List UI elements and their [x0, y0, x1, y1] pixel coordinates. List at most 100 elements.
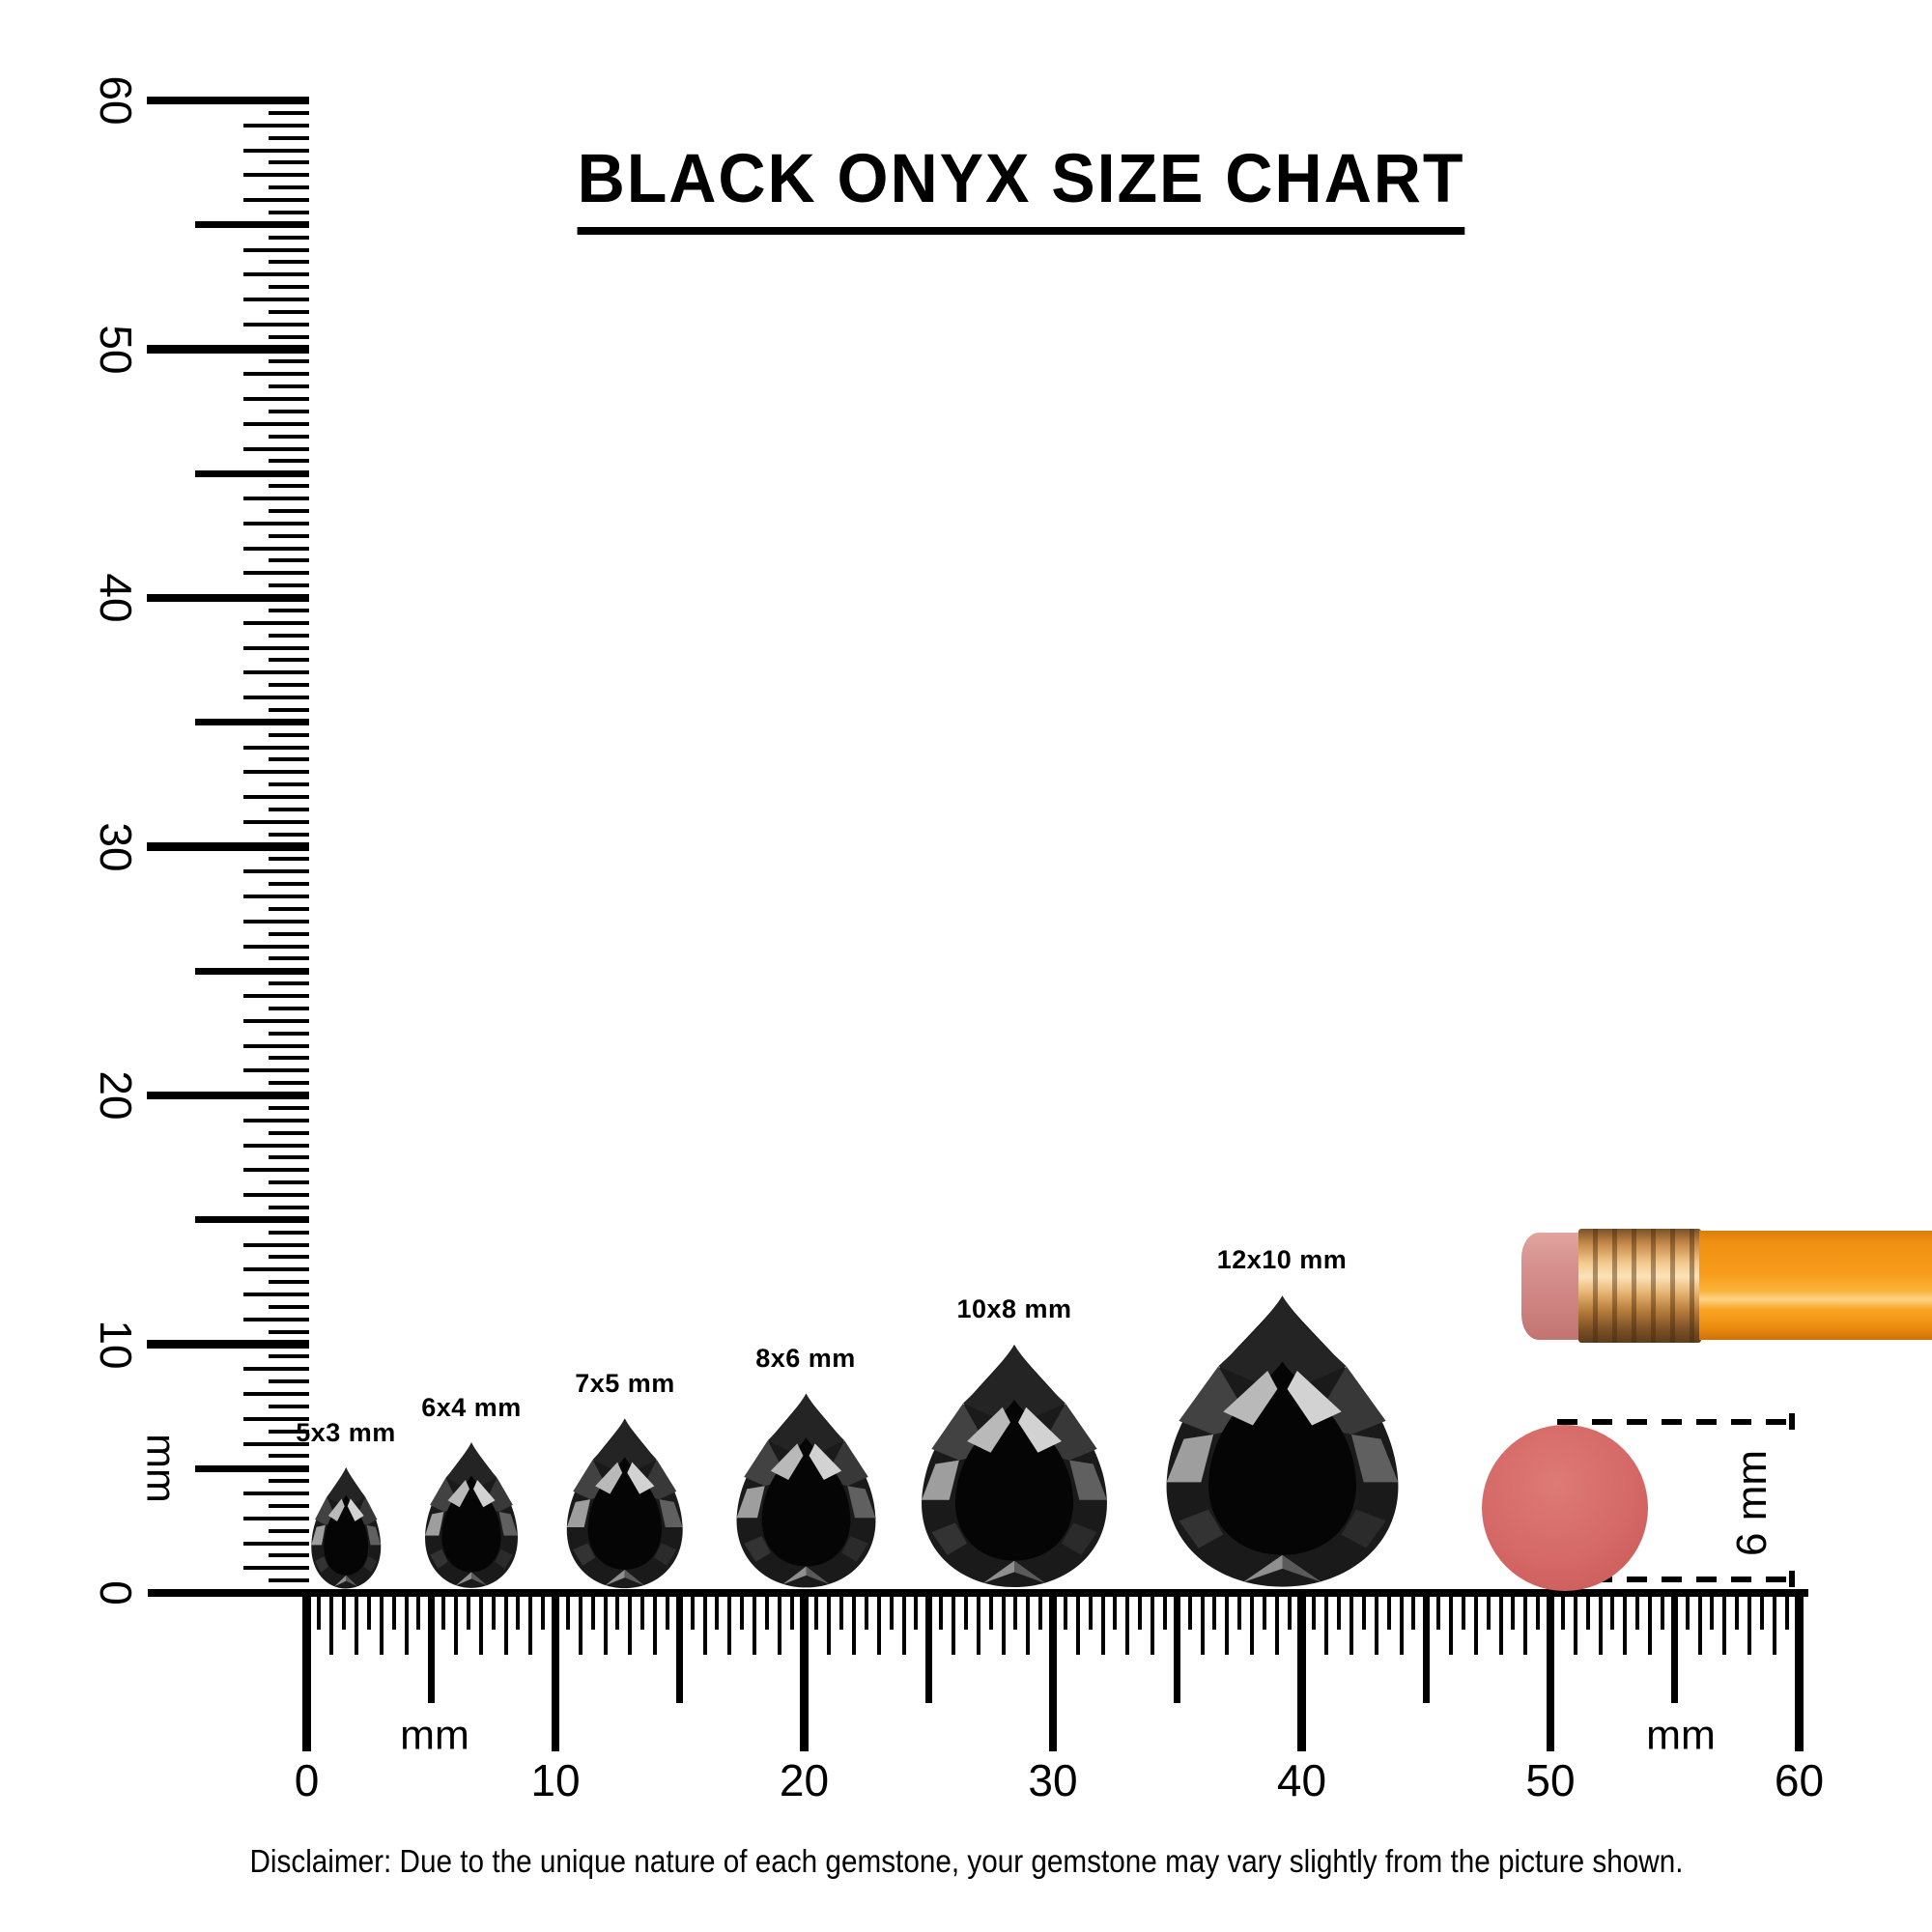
vertical-ruler-tick: [195, 1216, 309, 1224]
vertical-ruler-tick: [147, 345, 309, 354]
horizontal-ruler-unit-label-left: mm: [400, 1712, 469, 1759]
horizontal-ruler-tick: [901, 1589, 906, 1655]
horizontal-ruler-label: 60: [1774, 1755, 1825, 1805]
vertical-ruler-tick: [269, 185, 309, 190]
horizontal-ruler-tick: [939, 1589, 944, 1630]
vertical-ruler-tick: [269, 135, 309, 140]
horizontal-ruler-tick: [1151, 1589, 1154, 1655]
vertical-ruler-tick: [243, 1566, 309, 1571]
horizontal-ruler-tick: [852, 1589, 856, 1655]
horizontal-ruler-tick: [1598, 1589, 1603, 1655]
vertical-ruler-tick: [269, 1454, 309, 1459]
vertical-ruler-tick: [269, 882, 309, 887]
vertical-ruler-tick: [243, 272, 309, 277]
vertical-ruler-tick: [269, 359, 309, 364]
horizontal-ruler-tick: [1287, 1589, 1292, 1630]
vertical-ruler-label: 0: [91, 1580, 141, 1605]
horizontal-ruler-label: 20: [779, 1755, 830, 1805]
vertical-ruler-tick: [269, 906, 309, 911]
vertical-ruler-tick: [269, 1354, 309, 1359]
horizontal-ruler-tick: [1399, 1589, 1404, 1655]
horizontal-ruler-label: 0: [294, 1755, 320, 1805]
vertical-ruler-tick: [243, 446, 309, 451]
horizontal-ruler-tick: [777, 1589, 781, 1655]
vertical-ruler-tick: [243, 372, 309, 377]
vertical-ruler-tick: [147, 1340, 309, 1349]
horizontal-ruler-tick: [800, 1589, 809, 1751]
vertical-ruler-tick: [243, 1293, 309, 1296]
horizontal-ruler-tick: [615, 1589, 620, 1630]
horizontal-ruler-tick: [914, 1589, 919, 1630]
horizontal-ruler-tick: [753, 1589, 756, 1655]
horizontal-ruler-tick: [355, 1589, 358, 1655]
horizontal-ruler-tick: [1735, 1589, 1740, 1630]
gem-5x3-mm: [311, 1466, 381, 1589]
gem-label-8x6-mm: 8x6 mm: [755, 1344, 856, 1373]
horizontal-ruler-tick: [454, 1589, 458, 1655]
horizontal-ruler-tick: [1088, 1589, 1093, 1630]
horizontal-ruler-tick: [1511, 1589, 1516, 1630]
horizontal-ruler-tick: [653, 1589, 657, 1655]
vertical-ruler-tick: [269, 1479, 309, 1484]
horizontal-ruler-tick: [541, 1589, 546, 1630]
vertical-ruler-tick: [243, 123, 309, 128]
disclaimer-text: Disclaimer: Due to the unique nature of …: [248, 1843, 1684, 1879]
horizontal-ruler-tick: [665, 1589, 669, 1630]
dashed-measure-end-bottom: [1789, 1571, 1795, 1587]
vertical-ruler-tick: [243, 1392, 309, 1396]
horizontal-ruler-tick: [1461, 1589, 1465, 1630]
vertical-ruler-tick: [269, 1503, 309, 1508]
horizontal-ruler-tick: [789, 1589, 794, 1630]
vertical-ruler-tick: [269, 1280, 309, 1285]
horizontal-ruler-tick: [952, 1589, 955, 1655]
horizontal-ruler-tick: [1623, 1589, 1628, 1655]
vertical-ruler-label: 40: [91, 573, 141, 623]
page-title-wrap: BLACK ONYX SIZE CHART: [558, 145, 1483, 235]
vertical-ruler-tick: [147, 1091, 309, 1100]
vertical-ruler-tick: [269, 1056, 309, 1061]
vertical-ruler-tick: [269, 1304, 309, 1309]
horizontal-ruler-tick: [740, 1589, 745, 1630]
vertical-ruler-tick: [269, 1130, 309, 1135]
horizontal-ruler-tick: [528, 1589, 533, 1655]
dashed-measure-line-bottom: [1557, 1577, 1795, 1582]
vertical-ruler-tick: [269, 1528, 309, 1533]
vertical-ruler-tick: [269, 857, 309, 862]
vertical-ruler-tick: [243, 1068, 309, 1073]
horizontal-ruler-tick: [491, 1589, 496, 1630]
horizontal-ruler-tick: [1075, 1589, 1080, 1655]
vertical-ruler-tick: [243, 795, 309, 799]
horizontal-ruler-tick: [427, 1589, 435, 1703]
horizontal-ruler-tick: [302, 1589, 311, 1751]
vertical-ruler-tick: [243, 521, 309, 526]
horizontal-ruler-tick: [551, 1589, 560, 1751]
vertical-ruler-tick: [195, 967, 309, 975]
vertical-ruler-tick: [269, 683, 309, 688]
horizontal-ruler-tick: [1449, 1589, 1453, 1655]
horizontal-ruler-tick: [924, 1589, 932, 1703]
horizontal-ruler-tick: [1411, 1589, 1416, 1630]
horizontal-ruler-tick: [640, 1589, 645, 1630]
vertical-ruler-label: 20: [91, 1070, 141, 1121]
gem-10x8-mm: [922, 1344, 1107, 1588]
gem-label-5x3-mm: 5x3 mm: [296, 1417, 396, 1447]
gem-6x4-mm: [425, 1442, 518, 1588]
vertical-ruler-tick: [269, 260, 309, 265]
horizontal-ruler-tick: [690, 1589, 695, 1630]
pencil-eraser: [1521, 1233, 1581, 1340]
vertical-ruler-tick: [269, 707, 309, 712]
horizontal-ruler-tick: [466, 1589, 470, 1630]
vertical-ruler-tick: [243, 770, 309, 775]
vertical-ruler-tick: [269, 1006, 309, 1010]
horizontal-ruler-tick: [565, 1589, 570, 1630]
horizontal-ruler-tick: [1374, 1589, 1378, 1655]
horizontal-ruler-tick: [1685, 1589, 1690, 1630]
vertical-ruler-tick: [243, 148, 309, 153]
horizontal-ruler-label: 30: [1028, 1755, 1078, 1805]
vertical-ruler-tick: [243, 620, 309, 625]
vertical-ruler-tick: [195, 1464, 309, 1472]
horizontal-ruler-tick: [1174, 1589, 1181, 1703]
horizontal-ruler-tick: [366, 1589, 371, 1630]
vertical-ruler-tick: [269, 110, 309, 115]
